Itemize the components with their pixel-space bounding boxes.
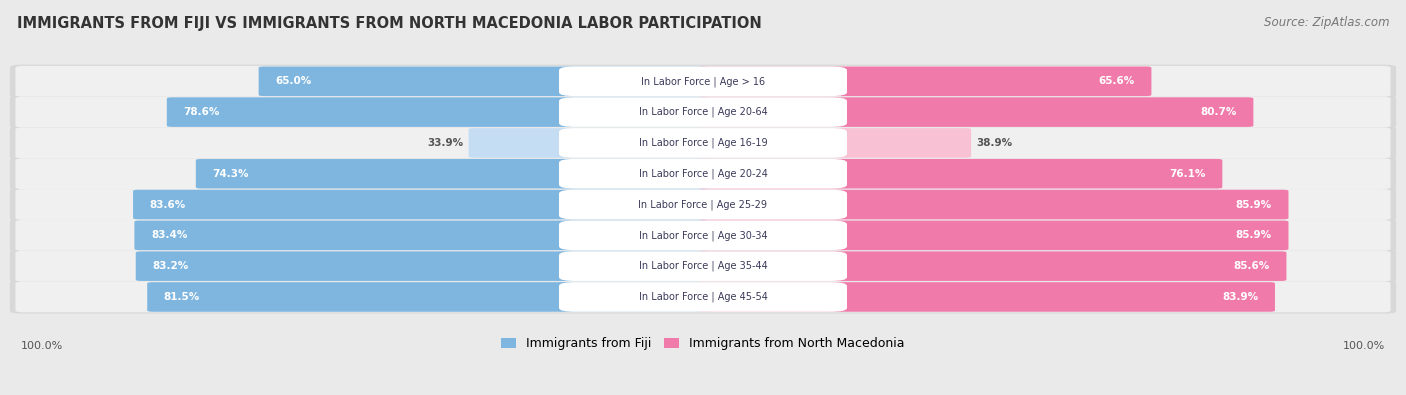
FancyBboxPatch shape: [10, 126, 1396, 160]
FancyBboxPatch shape: [560, 97, 846, 127]
Text: IMMIGRANTS FROM FIJI VS IMMIGRANTS FROM NORTH MACEDONIA LABOR PARTICIPATION: IMMIGRANTS FROM FIJI VS IMMIGRANTS FROM …: [17, 16, 762, 31]
FancyBboxPatch shape: [560, 159, 846, 188]
FancyBboxPatch shape: [15, 282, 1391, 312]
Text: 80.7%: 80.7%: [1201, 107, 1237, 117]
FancyBboxPatch shape: [15, 158, 1391, 189]
FancyBboxPatch shape: [697, 220, 1288, 250]
FancyBboxPatch shape: [15, 66, 1391, 97]
FancyBboxPatch shape: [697, 159, 1222, 188]
Text: 83.9%: 83.9%: [1222, 292, 1258, 302]
Text: In Labor Force | Age 30-34: In Labor Force | Age 30-34: [638, 230, 768, 241]
FancyBboxPatch shape: [134, 190, 709, 219]
Text: In Labor Force | Age 16-19: In Labor Force | Age 16-19: [638, 138, 768, 148]
Text: 85.9%: 85.9%: [1236, 199, 1272, 209]
FancyBboxPatch shape: [697, 282, 1275, 312]
Text: 85.6%: 85.6%: [1233, 261, 1270, 271]
FancyBboxPatch shape: [560, 128, 846, 158]
Legend: Immigrants from Fiji, Immigrants from North Macedonia: Immigrants from Fiji, Immigrants from No…: [496, 333, 910, 356]
FancyBboxPatch shape: [15, 220, 1391, 251]
FancyBboxPatch shape: [10, 157, 1396, 190]
FancyBboxPatch shape: [10, 219, 1396, 252]
Text: 65.0%: 65.0%: [276, 76, 311, 86]
FancyBboxPatch shape: [15, 189, 1391, 220]
FancyBboxPatch shape: [697, 66, 1152, 96]
FancyBboxPatch shape: [697, 190, 1288, 219]
Text: In Labor Force | Age 35-44: In Labor Force | Age 35-44: [638, 261, 768, 271]
FancyBboxPatch shape: [259, 66, 709, 96]
FancyBboxPatch shape: [148, 282, 709, 312]
Text: In Labor Force | Age 20-64: In Labor Force | Age 20-64: [638, 107, 768, 117]
Text: 78.6%: 78.6%: [183, 107, 219, 117]
Text: 33.9%: 33.9%: [427, 138, 463, 148]
Text: 85.9%: 85.9%: [1236, 230, 1272, 240]
Text: 100.0%: 100.0%: [21, 341, 63, 351]
FancyBboxPatch shape: [195, 159, 709, 188]
FancyBboxPatch shape: [560, 66, 846, 96]
FancyBboxPatch shape: [468, 128, 709, 158]
Text: 83.6%: 83.6%: [149, 199, 186, 209]
Text: 65.6%: 65.6%: [1098, 76, 1135, 86]
FancyBboxPatch shape: [10, 188, 1396, 221]
FancyBboxPatch shape: [15, 128, 1391, 158]
FancyBboxPatch shape: [15, 251, 1391, 282]
FancyBboxPatch shape: [697, 97, 1253, 127]
FancyBboxPatch shape: [167, 97, 709, 127]
Text: 81.5%: 81.5%: [163, 292, 200, 302]
Text: 38.9%: 38.9%: [977, 138, 1012, 148]
Text: In Labor Force | Age > 16: In Labor Force | Age > 16: [641, 76, 765, 87]
Text: In Labor Force | Age 20-24: In Labor Force | Age 20-24: [638, 169, 768, 179]
FancyBboxPatch shape: [697, 128, 972, 158]
FancyBboxPatch shape: [135, 220, 709, 250]
Text: 74.3%: 74.3%: [212, 169, 249, 179]
FancyBboxPatch shape: [136, 251, 709, 281]
FancyBboxPatch shape: [560, 220, 846, 250]
Text: 100.0%: 100.0%: [1343, 341, 1385, 351]
FancyBboxPatch shape: [697, 251, 1286, 281]
Text: In Labor Force | Age 45-54: In Labor Force | Age 45-54: [638, 292, 768, 302]
FancyBboxPatch shape: [560, 190, 846, 219]
Text: 83.2%: 83.2%: [152, 261, 188, 271]
FancyBboxPatch shape: [560, 282, 846, 312]
Text: Source: ZipAtlas.com: Source: ZipAtlas.com: [1264, 16, 1389, 29]
FancyBboxPatch shape: [560, 251, 846, 281]
Text: 76.1%: 76.1%: [1170, 169, 1206, 179]
Text: In Labor Force | Age 25-29: In Labor Force | Age 25-29: [638, 199, 768, 210]
FancyBboxPatch shape: [15, 97, 1391, 128]
FancyBboxPatch shape: [10, 96, 1396, 129]
FancyBboxPatch shape: [10, 65, 1396, 98]
FancyBboxPatch shape: [10, 280, 1396, 314]
Text: 83.4%: 83.4%: [150, 230, 187, 240]
FancyBboxPatch shape: [10, 250, 1396, 283]
